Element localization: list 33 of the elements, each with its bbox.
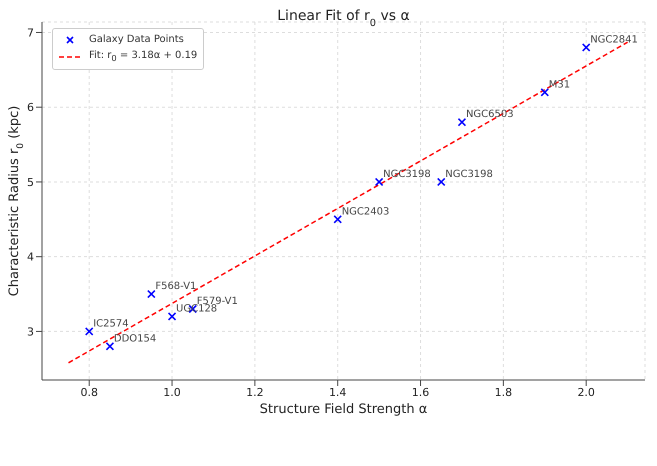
legend-label: Fit: r$_{0}$ = 3.18α + 0.19 [89,49,198,65]
annotation: NGC3198 [445,168,493,180]
y-tick-label: 5 [27,176,34,189]
x-tick-label: 1.6 [412,386,430,399]
point [582,43,590,52]
x-tick-label: 2.0 [577,386,595,399]
chart-title: Linear Fit of r$_{0}$ vs α [277,8,410,28]
annotation: NGC6503 [466,109,514,120]
y-tick-label: 6 [27,101,34,114]
annotation: NGC2403 [342,206,390,218]
point [458,118,466,126]
point [147,290,156,298]
point [106,342,114,351]
point [333,215,342,224]
annotation: NGC2841 [590,34,638,46]
annotation: F568-V1 [155,281,196,292]
y-tick-label: 4 [27,250,34,264]
x-tick-label: 0.8 [80,386,98,399]
x-axis-title: Structure Field Strength α [260,402,428,417]
annotation: IC2574 [93,318,129,330]
point [436,178,446,186]
point [374,178,384,186]
annotation: DDO154 [114,333,156,344]
point [84,327,94,336]
point [168,312,176,321]
y-tick-label: 3 [27,325,34,338]
x-tick-label: 1.8 [494,386,512,399]
point [540,88,550,97]
y-tick-label: 7 [27,26,34,40]
x-tick-label: 1.2 [246,386,264,399]
x-tick-label: 1.4 [328,386,346,399]
x-tick-label: 1.0 [163,386,181,399]
legend-label: Galaxy Data Points [89,33,184,47]
